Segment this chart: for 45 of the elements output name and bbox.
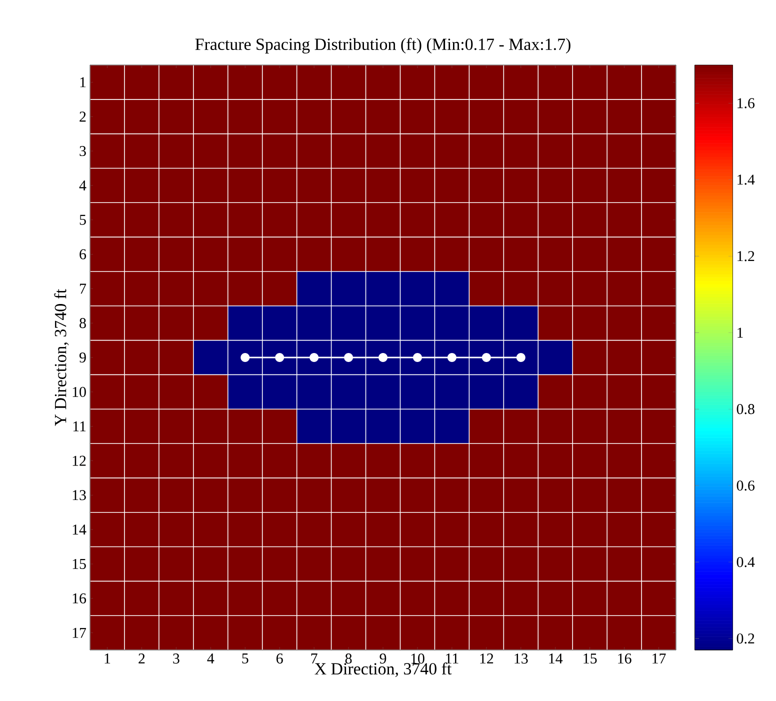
x-tick-label: 12 [480, 654, 494, 664]
x-tick-label: 5 [242, 654, 248, 664]
y-tick-label: 10 [72, 386, 86, 397]
chart-title: Fracture Spacing Distribution (ft) (Min:0.17 - Max:1.7) [195, 38, 570, 54]
y-tick-label: 4 [79, 180, 86, 190]
x-tick-label: 14 [549, 654, 563, 664]
y-tick-label: 15 [72, 558, 86, 569]
x-tick-label: 3 [173, 654, 180, 664]
x-tick-label: 6 [276, 654, 283, 664]
x-tick-label: 10 [411, 654, 424, 664]
color-bar-label: 1 [738, 328, 743, 338]
x-tick-label: 9 [380, 654, 386, 664]
y-tick-label: 1 [80, 77, 86, 88]
y-tick-label: 6 [80, 249, 86, 260]
y-tick-label: 5 [80, 214, 86, 225]
x-tick-label: 15 [584, 654, 597, 664]
color-bar-label: 0.8 [736, 404, 754, 414]
color-bar-label: 1.2 [738, 251, 754, 262]
color-bar-label: 0.2 [736, 633, 754, 644]
y-tick-label: 8 [80, 318, 86, 328]
y-tick-label: 12 [72, 456, 86, 466]
x-axis-title: X Direction, 3740 ft [314, 662, 452, 677]
y-tick-label: 9 [79, 352, 86, 363]
x-tick-label: 8 [345, 654, 352, 664]
y-tick-label: 2 [80, 112, 86, 122]
x-tick-label: 4 [207, 654, 214, 664]
y-tick-label: 16 [72, 593, 86, 604]
color-bar-label: 1.6 [738, 98, 755, 108]
y-tick-label: 11 [73, 421, 86, 432]
x-tick-label: 2 [138, 654, 145, 664]
y-tick-label: 7 [80, 284, 86, 294]
color-bar-label: 0.6 [736, 480, 755, 491]
y-axis-title: Y Direction, 3740 ft [54, 288, 69, 426]
y-tick-label: 14 [72, 524, 86, 534]
y-tick-label: 17 [72, 628, 86, 638]
x-tick-label: 7 [311, 654, 318, 664]
x-tick-label: 1 [104, 654, 110, 664]
x-tick-label: 11 [446, 654, 458, 664]
color-bar-label: 1.4 [738, 174, 755, 185]
color-bar-label: 0.4 [736, 556, 755, 568]
x-tick-label: 17 [652, 654, 666, 664]
x-tick-label: 16 [618, 654, 632, 664]
y-tick-label: 3 [80, 146, 86, 156]
x-tick-label: 13 [514, 654, 528, 664]
y-tick-label: 13 [72, 490, 86, 500]
